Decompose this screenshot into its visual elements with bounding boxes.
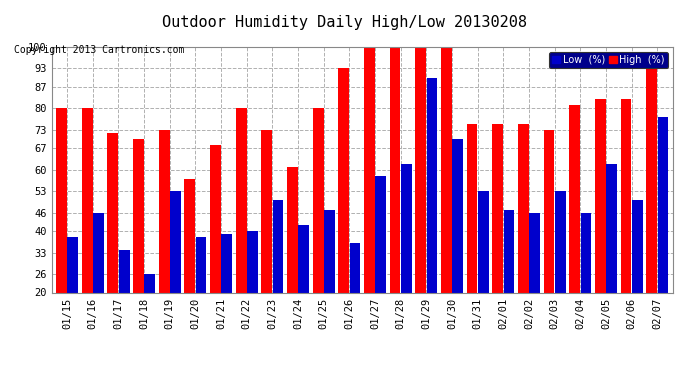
Bar [364,47,375,292]
Bar [338,68,349,292]
Bar [184,179,195,292]
Bar [569,105,580,292]
Bar [453,139,463,292]
Bar [478,191,489,292]
Bar [159,130,170,292]
Bar [236,108,246,292]
Bar [390,47,400,292]
Bar [375,176,386,292]
Text: Copyright 2013 Cartronics.com: Copyright 2013 Cartronics.com [14,45,184,55]
Bar [580,213,591,292]
Bar [313,108,324,292]
Text: Outdoor Humidity Daily High/Low 20130208: Outdoor Humidity Daily High/Low 20130208 [163,15,527,30]
Bar [621,99,631,292]
Bar [210,145,221,292]
Bar [350,243,360,292]
Bar [401,164,412,292]
Bar [658,117,669,292]
Bar [196,237,206,292]
Bar [415,47,426,292]
Bar [119,249,130,292]
Bar [518,124,529,292]
Bar [273,200,284,292]
Bar [595,99,606,292]
Bar [262,130,272,292]
Bar [632,200,642,292]
Bar [82,108,92,292]
Bar [298,225,309,292]
Bar [426,78,437,292]
Legend: Low  (%), High  (%): Low (%), High (%) [549,52,668,68]
Bar [504,210,515,292]
Bar [529,213,540,292]
Bar [607,164,617,292]
Bar [466,124,477,292]
Bar [221,234,232,292]
Bar [441,47,452,292]
Bar [555,191,566,292]
Bar [324,210,335,292]
Bar [93,213,104,292]
Bar [144,274,155,292]
Bar [287,166,298,292]
Bar [247,231,258,292]
Bar [493,124,503,292]
Bar [170,191,181,292]
Bar [647,62,657,292]
Bar [68,237,78,292]
Bar [133,139,144,292]
Bar [56,108,67,292]
Bar [544,130,555,292]
Bar [108,133,118,292]
